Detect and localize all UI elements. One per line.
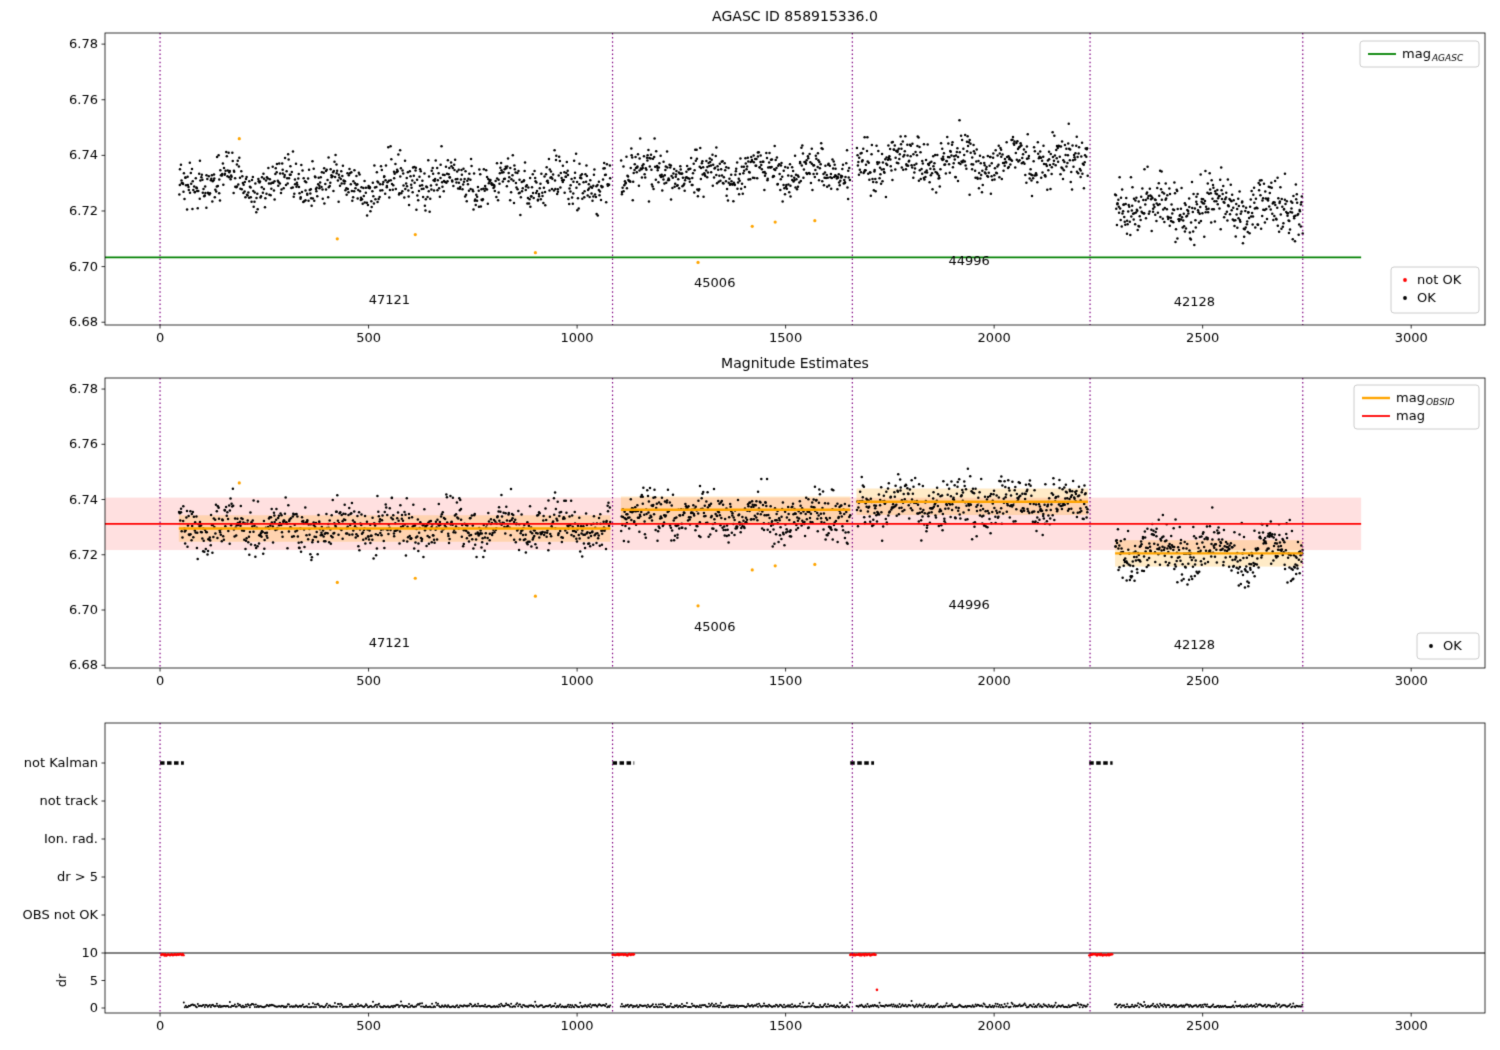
agasc-mag-plot [0,0,1500,352]
magnitude-estimates-plot [0,352,1500,690]
flags-dr-plot [0,690,1500,1050]
